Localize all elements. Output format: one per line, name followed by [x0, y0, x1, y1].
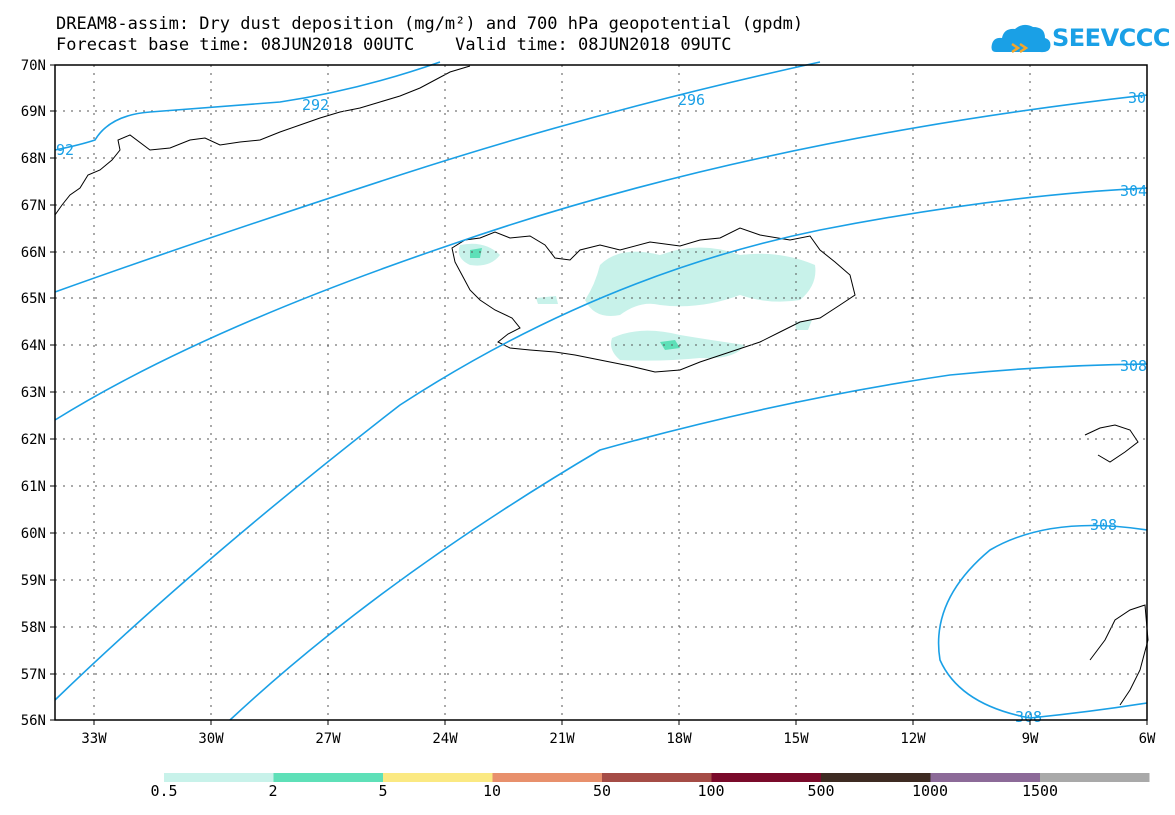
colorbar-swatch [821, 773, 931, 782]
lat-label: 69N [21, 104, 46, 120]
contour-label: 308 [1090, 516, 1117, 534]
colorbar-swatch [383, 773, 493, 782]
contour-label: 308 [1120, 357, 1147, 375]
colorbar-swatch [1040, 773, 1150, 782]
colorbar-label: 500 [807, 782, 835, 800]
lon-label: 9W [1022, 731, 1039, 747]
contour-labels: 292 92 296 30 304 308 308 308 [56, 89, 1147, 726]
greenland-coast [54, 65, 471, 216]
colorbar-label: 50 [592, 782, 612, 800]
contour-label: 292 [302, 96, 329, 114]
lat-label: 67N [21, 198, 46, 214]
iceland-coast [451, 227, 856, 373]
lat-label: 66N [21, 245, 46, 261]
cloud-logo-icon [991, 24, 1051, 54]
colorbar-swatch [711, 773, 821, 782]
lon-label: 27W [315, 731, 341, 747]
contour-label: 304 [1120, 182, 1147, 200]
latitude-labels: 70N 69N 68N 67N 66N 65N 64N 63N 62N 61N … [21, 58, 46, 729]
lat-label: 57N [21, 667, 46, 683]
map-subtitle: Forecast base time: 08JUN2018 00UTC Vali… [56, 35, 732, 55]
colorbar-label: 1500 [1021, 782, 1059, 800]
axis-ticks [50, 64, 1148, 725]
colorbar-swatch [273, 773, 383, 782]
lon-label: 30W [198, 731, 224, 747]
lon-label: 33W [81, 731, 107, 747]
colorbar-label: 100 [697, 782, 725, 800]
faroe-coast [1084, 424, 1139, 463]
dust-deposition-areas [458, 243, 816, 361]
longitude-labels: 33W 30W 27W 24W 21W 18W 15W 12W 9W 6W [81, 731, 1156, 747]
lon-label: 21W [549, 731, 575, 747]
lon-label: 18W [666, 731, 692, 747]
lat-label: 61N [21, 479, 46, 495]
coastlines [54, 65, 1149, 706]
graticule [55, 65, 1147, 720]
contour-label: 308 [1015, 708, 1042, 726]
colorbar-label: 0.5 [150, 782, 178, 800]
scotland-coast [1089, 604, 1149, 706]
colorbar-label: 2 [268, 782, 278, 800]
contour-label: 92 [56, 141, 74, 159]
lat-label: 68N [21, 151, 46, 167]
lat-label: 56N [21, 713, 46, 729]
lat-label: 60N [21, 526, 46, 542]
colorbar-swatch [602, 773, 712, 782]
lon-label: 6W [1139, 731, 1156, 747]
geopotential-contours [54, 61, 1148, 721]
map-title: DREAM8-assim: Dry dust deposition (mg/m²… [56, 14, 804, 34]
lat-label: 59N [21, 573, 46, 589]
lon-label: 12W [900, 731, 926, 747]
lat-label: 58N [21, 620, 46, 636]
colorbar-swatch [164, 773, 274, 782]
lon-label: 15W [783, 731, 809, 747]
lat-label: 63N [21, 385, 46, 401]
lat-label: 62N [21, 432, 46, 448]
logo-text: SEEVCCC [1052, 24, 1171, 52]
colorbar-label: 1000 [911, 782, 949, 800]
colorbar [164, 773, 1150, 782]
colorbar-swatch [492, 773, 602, 782]
colorbar-swatch [930, 773, 1040, 782]
lat-label: 70N [21, 58, 46, 74]
contour-label: 30 [1128, 89, 1146, 107]
lat-label: 65N [21, 291, 46, 307]
colorbar-label: 10 [482, 782, 502, 800]
lon-label: 24W [432, 731, 458, 747]
colorbar-label: 5 [378, 782, 388, 800]
lat-label: 64N [21, 338, 46, 354]
contour-label: 296 [678, 91, 705, 109]
